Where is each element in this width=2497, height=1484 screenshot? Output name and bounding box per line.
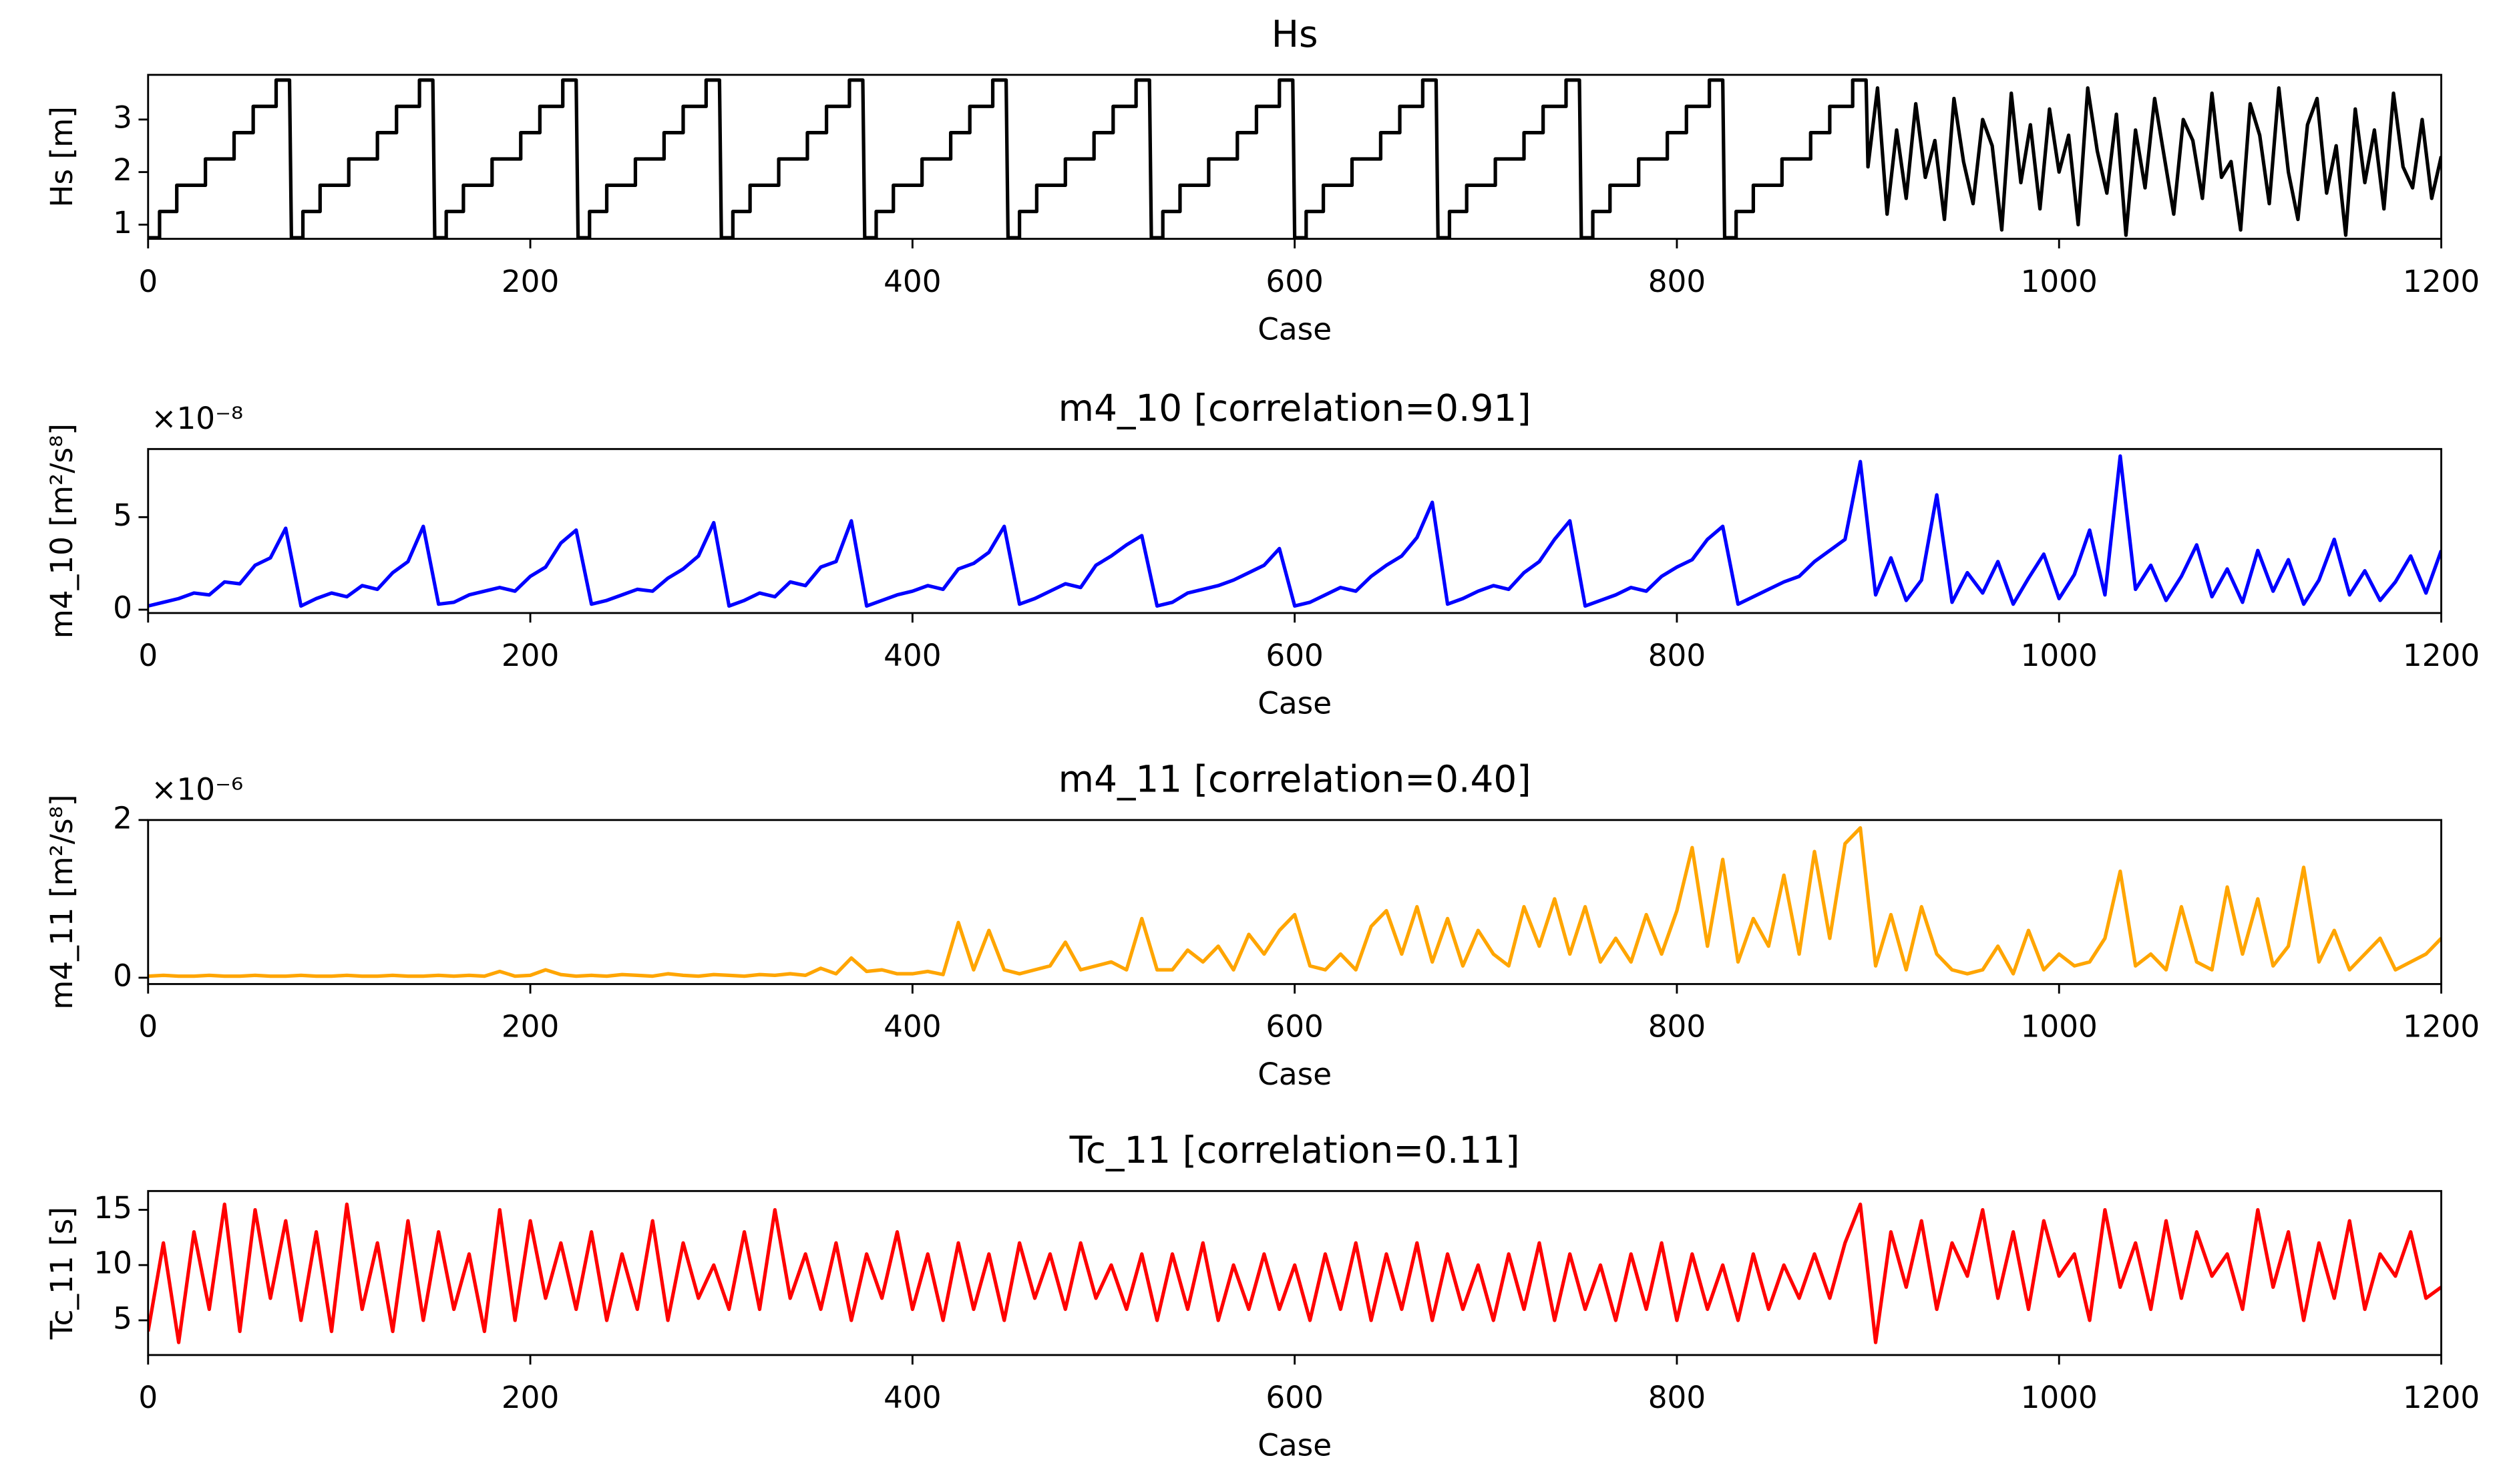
x-tick-label: 800: [1648, 638, 1706, 673]
y-tick-label: 2: [113, 800, 132, 836]
y-offset-label: ×10⁻⁶: [152, 771, 244, 807]
x-tick-label: 0: [138, 1009, 158, 1045]
y-tick-label: 10: [93, 1246, 132, 1281]
x-tick-label: 1000: [2021, 1009, 2098, 1045]
y-tick-label: 0: [113, 590, 132, 625]
x-tick-label: 600: [1266, 638, 1323, 673]
x-tick-label: 400: [884, 1380, 941, 1415]
x-tick-label: 200: [502, 264, 559, 299]
y-tick-label: 1: [113, 205, 132, 240]
x-tick-label: 1000: [2021, 1380, 2098, 1415]
y-axis-label: m4_10 [m²/s⁸]: [44, 423, 79, 638]
x-tick-label: 800: [1648, 1380, 1706, 1415]
x-tick-label: 800: [1648, 264, 1706, 299]
x-axis-label: Case: [1258, 1057, 1332, 1092]
plot-area: [148, 1202, 2442, 1344]
data-line: [148, 826, 2442, 978]
subplot: Hs Case Hs [m] 0 200 400 600 800 1000 1200 1 2 3: [44, 13, 2480, 347]
x-tick-label: 200: [502, 1009, 559, 1045]
subplot-title: Tc_11 [correlation=0.11]: [1069, 1129, 1520, 1171]
y-tick-label: 3: [113, 100, 132, 135]
x-tick-label: 400: [884, 638, 941, 673]
x-tick-label: 1200: [2403, 1380, 2480, 1415]
y-offset-label: ×10⁻⁸: [152, 401, 244, 436]
y-tick-label: 5: [113, 498, 132, 533]
data-line: [148, 78, 2442, 239]
subplot-title: Hs: [1272, 13, 1318, 55]
x-tick-label: 1000: [2021, 264, 2098, 299]
subplot: Tc_11 [correlation=0.11] Case Tc_11 [s] 0 20…: [44, 1129, 2480, 1463]
x-tick-label: 0: [138, 264, 158, 299]
y-tick-label: 0: [113, 958, 132, 993]
data-line: [148, 454, 2442, 608]
plot-area: [148, 454, 2442, 608]
x-axis-label: Case: [1258, 311, 1332, 347]
y-tick-label: 15: [93, 1190, 132, 1226]
x-tick-label: 1200: [2403, 1009, 2480, 1045]
x-axis-label: Case: [1258, 1428, 1332, 1463]
x-tick-label: 600: [1266, 1380, 1323, 1415]
y-axis-label: Tc_11 [s]: [44, 1207, 79, 1340]
x-tick-label: 1000: [2021, 638, 2098, 673]
y-axis-label: Hs [m]: [44, 106, 79, 208]
subplot: m4_10 [correlation=0.91] Case m4_10 [m²/s⁸…: [44, 387, 2480, 721]
x-tick-label: 600: [1266, 1009, 1323, 1045]
x-tick-label: 200: [502, 638, 559, 673]
x-tick-label: 600: [1266, 264, 1323, 299]
x-tick-label: 1200: [2403, 264, 2480, 299]
subplot-title: m4_11 [correlation=0.40]: [1059, 758, 1531, 801]
data-line: [148, 1202, 2442, 1344]
y-tick-label: 5: [113, 1300, 132, 1336]
x-tick-label: 800: [1648, 1009, 1706, 1045]
x-tick-label: 400: [884, 1009, 941, 1045]
x-tick-label: 0: [138, 1380, 158, 1415]
x-tick-label: 1200: [2403, 638, 2480, 673]
plot-area: [148, 78, 2442, 239]
y-axis-label: m4_11 [m²/s⁸]: [44, 794, 79, 1009]
subplot: m4_11 [correlation=0.40] Case m4_11 [m²/s⁸…: [44, 758, 2480, 1092]
y-tick-label: 2: [113, 152, 132, 188]
plot-area: [148, 826, 2442, 978]
x-axis-label: Case: [1258, 686, 1332, 721]
axes-frame: [147, 819, 2442, 985]
x-tick-label: 0: [138, 638, 158, 673]
x-tick-label: 400: [884, 264, 941, 299]
x-tick-label: 200: [502, 1380, 559, 1415]
subplot-title: m4_10 [correlation=0.91]: [1059, 387, 1531, 429]
